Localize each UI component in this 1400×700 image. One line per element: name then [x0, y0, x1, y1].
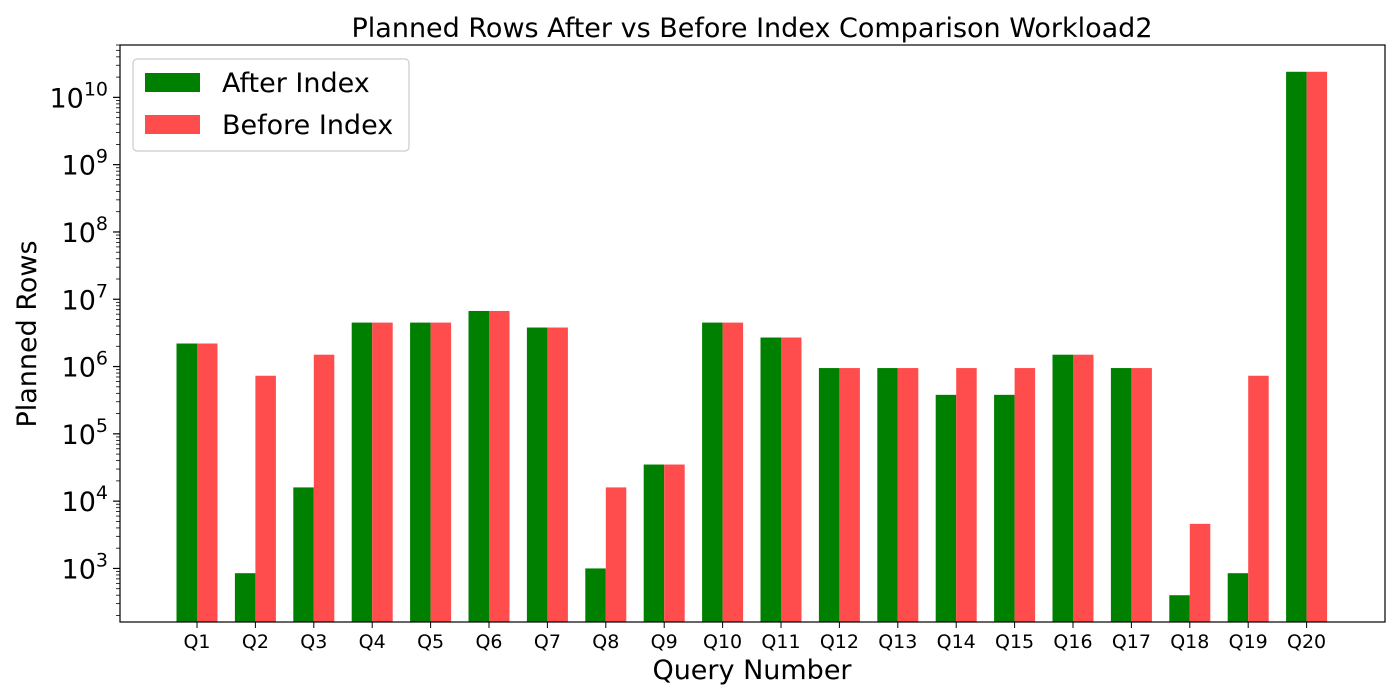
bar-before-index-q19 [1248, 375, 1269, 622]
bar-before-index-q11 [781, 337, 802, 622]
bar-before-index-q8 [605, 487, 627, 622]
y-tick-label-0: 103 [62, 549, 108, 585]
y-tick-label-2: 105 [62, 415, 108, 451]
x-tick-label-q18: Q18 [1170, 631, 1209, 653]
x-tick-label-q6: Q6 [475, 631, 502, 653]
x-tick-label-q13: Q13 [878, 631, 917, 653]
x-tick-label-q12: Q12 [820, 631, 859, 653]
x-tick-label-q1: Q1 [183, 631, 210, 653]
x-tick-label-q14: Q14 [937, 631, 976, 653]
x-tick-label-q9: Q9 [651, 631, 678, 653]
bar-before-index-q5 [430, 322, 452, 622]
bar-after-index-q20 [1286, 71, 1307, 622]
bar-before-index-q10 [722, 322, 744, 622]
x-tick-label-q3: Q3 [300, 631, 327, 653]
bar-after-index-q12 [818, 368, 840, 622]
legend-label-before-index: Before Index [222, 110, 393, 141]
bar-after-index-q10 [702, 322, 723, 622]
bar-before-index-q17 [1131, 368, 1152, 622]
bar-before-index-q13 [897, 368, 919, 622]
legend-swatch-after-index [145, 73, 200, 92]
bar-after-index-q13 [877, 368, 898, 622]
y-tick-label-7: 1010 [49, 78, 108, 114]
x-tick-label-q20: Q20 [1287, 631, 1326, 653]
x-tick-label-q10: Q10 [703, 631, 742, 653]
bar-after-index-q19 [1227, 573, 1249, 622]
x-axis-label: Query Number [652, 655, 852, 686]
bar-after-index-q17 [1110, 368, 1132, 622]
x-tick-label-q19: Q19 [1229, 631, 1268, 653]
bar-before-index-q20 [1306, 71, 1328, 622]
legend-label-after-index: After Index [222, 68, 370, 99]
bar-after-index-q1 [176, 343, 197, 622]
x-tick-label-q2: Q2 [242, 631, 269, 653]
bar-before-index-q2 [255, 375, 276, 622]
bar-before-index-q15 [1014, 368, 1036, 622]
bar-after-index-q14 [935, 394, 957, 622]
bar-after-index-q18 [1169, 595, 1190, 622]
y-tick-label-6: 109 [62, 146, 108, 182]
x-tick-label-q7: Q7 [534, 631, 561, 653]
bar-after-index-q16 [1052, 354, 1073, 622]
y-tick-label-3: 106 [62, 348, 108, 384]
x-tick-label-q11: Q11 [761, 631, 800, 653]
bar-after-index-q6 [468, 310, 489, 622]
bar-before-index-q18 [1189, 523, 1211, 622]
bar-before-index-q9 [664, 464, 685, 622]
x-tick-label-q16: Q16 [1053, 631, 1092, 653]
bar-after-index-q11 [760, 337, 781, 622]
bar-after-index-q8 [585, 568, 606, 622]
legend-box [132, 58, 410, 152]
chart-title: Planned Rows After vs Before Index Compa… [352, 13, 1153, 44]
x-tick-label-q4: Q4 [359, 631, 386, 653]
y-axis-ticks: 103 104 105 106 107 108 109 1010 [49, 78, 120, 585]
bar-before-index-q1 [197, 343, 218, 622]
bar-after-index-q9 [643, 464, 665, 622]
bar-after-index-q5 [410, 322, 431, 622]
y-tick-label-4: 107 [62, 280, 108, 316]
bar-after-index-q7 [526, 327, 548, 622]
plot-frame [119, 44, 1386, 623]
bar-before-index-q4 [372, 322, 393, 622]
bar-before-index-q16 [1073, 354, 1094, 622]
y-axis-minor-ticks [116, 44, 120, 616]
bar-after-index-q2 [234, 573, 256, 622]
bar-before-index-q14 [956, 368, 977, 622]
x-tick-label-q8: Q8 [592, 631, 619, 653]
y-tick-label-5: 108 [62, 213, 108, 249]
bar-before-index-q6 [489, 310, 510, 622]
bar-before-index-q7 [547, 327, 568, 622]
bars-group [176, 71, 1328, 622]
bar-after-index-q3 [293, 487, 314, 622]
legend-swatch-before-index [145, 115, 200, 134]
legend: After Index Before Index [132, 58, 410, 152]
x-axis-ticks: Q1 Q2 Q3 Q4 Q5 Q6 Q7 Q8 Q9 Q10 Q11 Q12 Q13 Q14 Q15 Q16 Q… [183, 622, 1326, 653]
bar-before-index-q3 [313, 354, 335, 622]
x-tick-label-q5: Q5 [417, 631, 444, 653]
y-axis-label: Planned Rows [12, 240, 43, 427]
bar-after-index-q15 [994, 394, 1015, 622]
bar-before-index-q12 [839, 368, 860, 622]
bar-after-index-q4 [351, 322, 373, 622]
x-tick-label-q17: Q17 [1112, 631, 1151, 653]
x-tick-label-q15: Q15 [995, 631, 1034, 653]
y-tick-label-1: 104 [62, 482, 108, 518]
